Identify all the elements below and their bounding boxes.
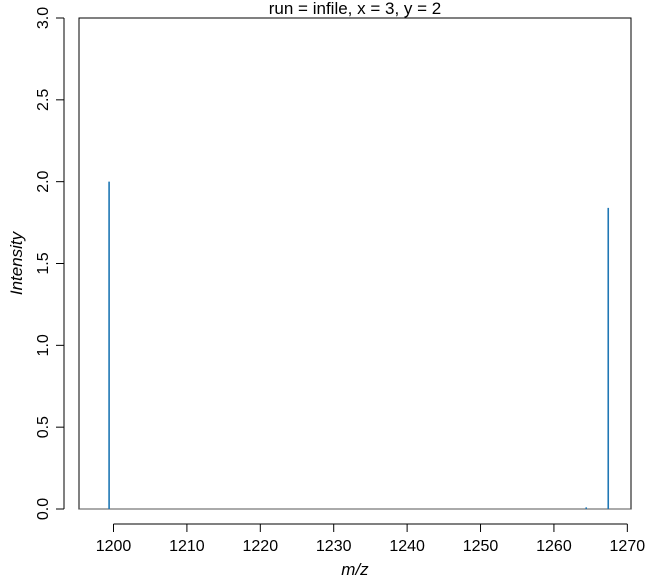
x-tick-label: 1200 (96, 538, 132, 555)
y-tick-label: 1.0 (35, 334, 52, 356)
chart-title: run = infile, x = 3, y = 2 (269, 0, 441, 18)
x-axis-label: m/z (341, 560, 369, 579)
y-tick-label: 3.0 (35, 7, 52, 29)
x-tick-label: 1250 (463, 538, 499, 555)
x-tick-label: 1260 (536, 538, 572, 555)
y-tick-label: 2.0 (35, 170, 52, 192)
y-tick-label: 1.5 (35, 252, 52, 274)
x-tick-label: 1240 (389, 538, 425, 555)
y-tick-label: 0.0 (35, 498, 52, 520)
y-tick-label: 2.5 (35, 89, 52, 111)
x-tick-label: 1210 (169, 538, 205, 555)
y-tick-label: 0.5 (35, 416, 52, 438)
x-tick-label: 1270 (610, 538, 646, 555)
y-axis-label: Intensity (7, 230, 26, 295)
plot-frame (78, 17, 632, 510)
x-tick-label: 1220 (243, 538, 279, 555)
x-tick-label: 1230 (316, 538, 352, 555)
